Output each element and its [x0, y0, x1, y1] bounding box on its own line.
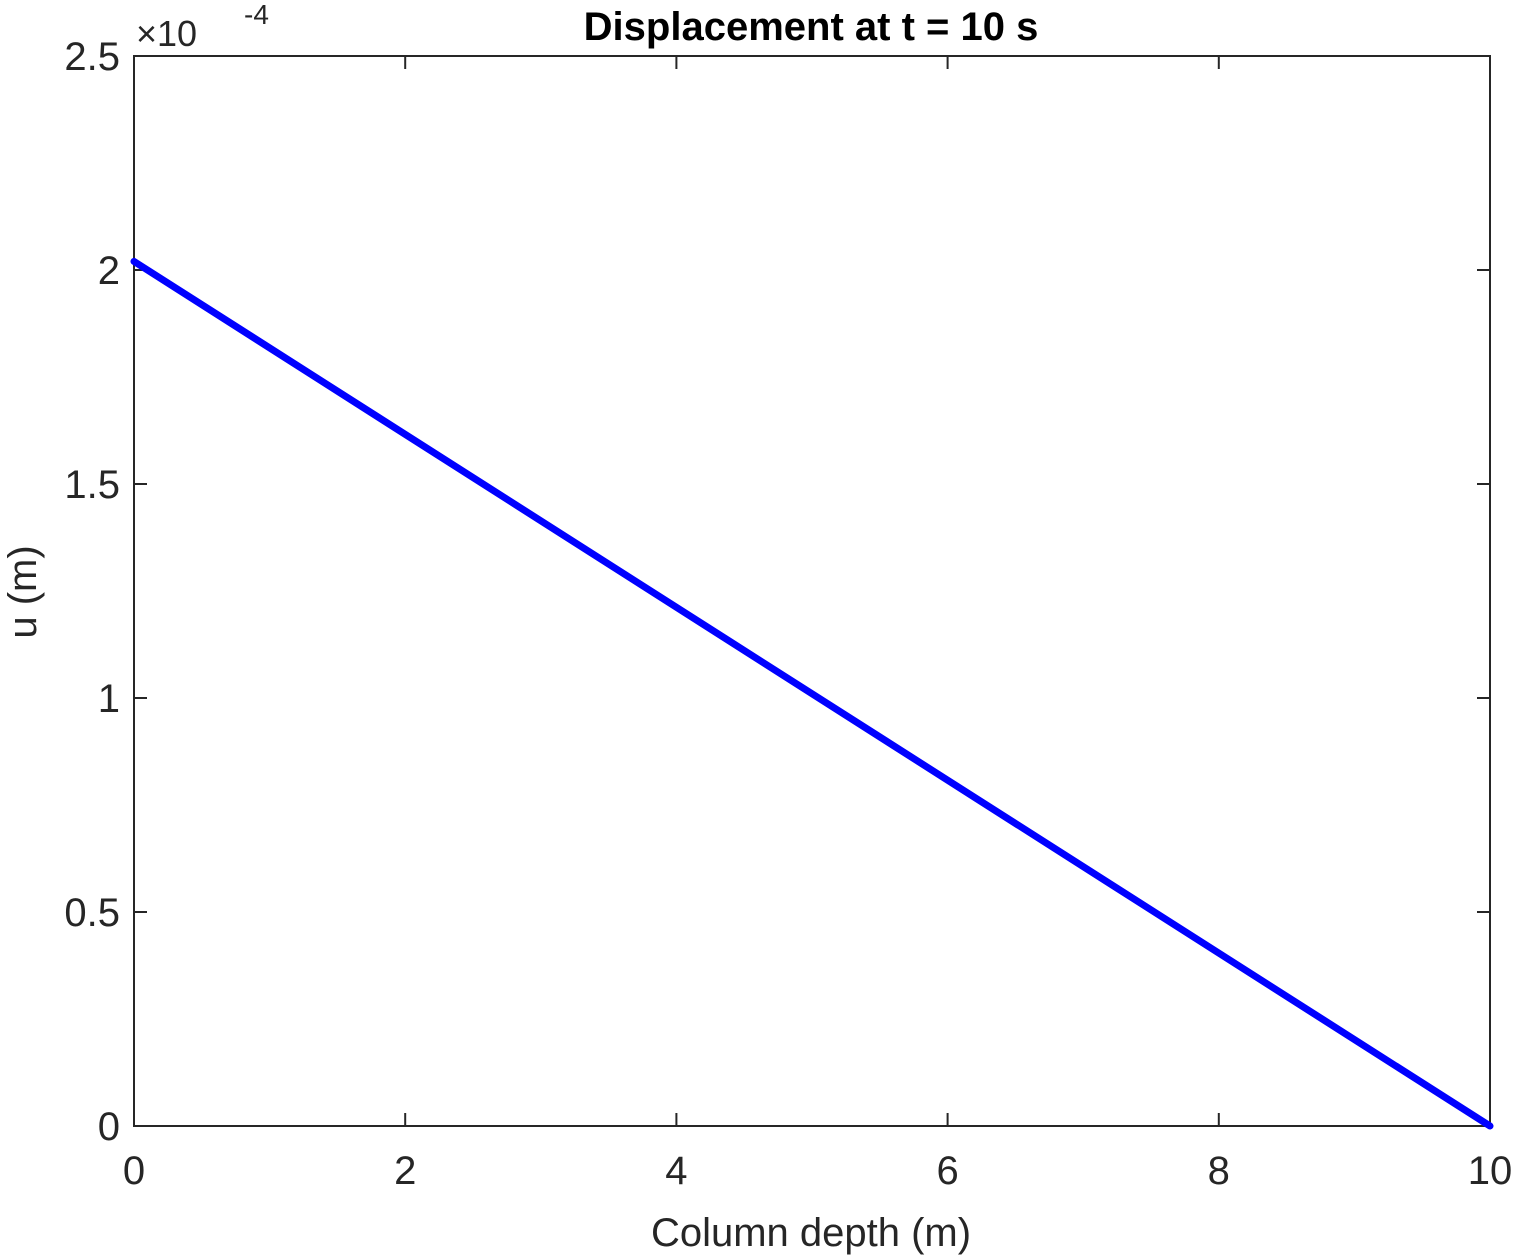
x-tick-label: 2: [394, 1149, 416, 1193]
x-tick-label: 10: [1468, 1149, 1513, 1193]
y-tick-label: 0.5: [64, 891, 120, 935]
y-exponent: ×10 -4: [136, 0, 269, 54]
x-axis-label: Column depth (m): [651, 1211, 971, 1255]
y-exponent-power: -4: [244, 0, 269, 30]
y-tick-label: 0: [98, 1105, 120, 1149]
y-axis-label: u (m): [1, 545, 45, 638]
x-tick-label: 0: [123, 1149, 145, 1193]
y-tick-label: 2.5: [64, 35, 120, 79]
y-tick-label: 1: [98, 677, 120, 721]
plot-frame: [133, 55, 1491, 1127]
x-tick-label: 4: [665, 1149, 687, 1193]
tick-marks: [133, 55, 1491, 1127]
x-tick-label: 6: [936, 1149, 958, 1193]
plot-area: [133, 55, 1491, 1127]
chart-title: Displacement at t = 10 s: [584, 5, 1039, 49]
x-tick-label: 8: [1208, 1149, 1230, 1193]
series-group: [130, 257, 1494, 1130]
y-tick-label: 2: [98, 249, 120, 293]
series-line: [130, 257, 1494, 1130]
y-tick-label: 1.5: [64, 463, 120, 507]
y-exponent-base: ×10: [136, 13, 197, 54]
tick-labels: 0 2 4 6 8 10 0 0.5 1 1.5 2 2.5: [64, 35, 1512, 1193]
